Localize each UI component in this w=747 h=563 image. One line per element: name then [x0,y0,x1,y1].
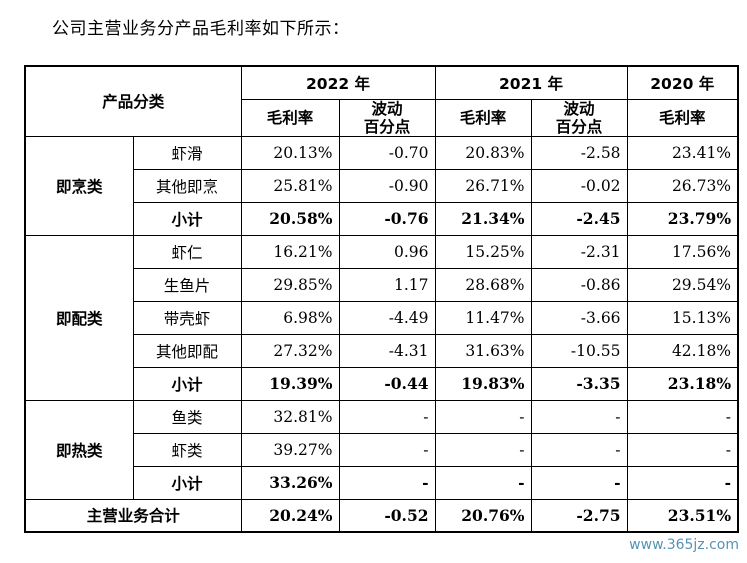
gross-margin-table: 产品分类 2022 年 2021 年 2020 年 毛利率 波动 百分点 毛利率… [24,65,740,533]
subtotal-row: 小计 19.39% -0.44 19.83% -3.35 23.18% [25,366,739,401]
change-2022-cell: 0.96 [338,234,436,269]
gm-2021-cell: 31.63% [434,333,532,368]
category-cell: 即配类 [24,234,134,401]
header-change-2021: 波动 百分点 [530,98,628,137]
change-2021-cell: -2.31 [530,234,628,269]
gm-2020-cell: 29.54% [626,267,739,302]
subtotal-label: 小计 [132,366,242,401]
header-row-metrics: 毛利率 波动 百分点 毛利率 波动 百分点 毛利率 [25,98,739,137]
change-2021-cell: - [530,432,628,467]
gm-2022-cell: 20.24% [240,498,340,533]
gm-2022-cell: 33.26% [240,465,340,500]
gm-2021-cell: 26.71% [434,168,532,203]
gm-2021-cell: 20.83% [434,135,532,170]
change-2021-cell: -2.58 [530,135,628,170]
change-2022-cell: -0.70 [338,135,436,170]
gm-2021-cell: 11.47% [434,300,532,335]
gm-2020-cell: 23.41% [626,135,739,170]
gm-2020-cell: 23.18% [626,366,739,401]
total-label: 主营业务合计 [24,498,242,533]
category-cell: 即烹类 [24,135,134,236]
header-gm-2022: 毛利率 [240,98,340,137]
change-2022-cell: -0.52 [338,498,436,533]
change-2021-cell: -0.02 [530,168,628,203]
subtotal-row: 小计 20.58% -0.76 21.34% -2.45 23.79% [25,201,739,236]
gm-2022-cell: 16.21% [240,234,340,269]
gm-2020-cell: - [626,465,739,500]
product-cell: 其他即烹 [132,168,242,203]
change-2022-cell: 1.17 [338,267,436,302]
gm-2022-cell: 20.13% [240,135,340,170]
watermark: www.365jz.com [629,537,739,553]
product-cell: 虾类 [132,432,242,467]
change-2022-cell: -0.90 [338,168,436,203]
change-2022-cell: -0.44 [338,366,436,401]
change-2021-cell: -3.35 [530,366,628,401]
gm-2020-cell: - [626,432,739,467]
product-cell: 虾仁 [132,234,242,269]
change-2022-cell: - [338,432,436,467]
header-gm-2020: 毛利率 [626,98,739,137]
gm-2022-cell: 27.32% [240,333,340,368]
gm-2021-cell: - [434,399,532,434]
gm-2021-cell: 15.25% [434,234,532,269]
change-2021-cell: -3.66 [530,300,628,335]
change-2022-cell: - [338,465,436,500]
header-category: 产品分类 [24,65,242,137]
gm-2022-cell: 6.98% [240,300,340,335]
header-change-2022: 波动 百分点 [338,98,436,137]
header-gm-2021: 毛利率 [434,98,532,137]
product-cell: 带壳虾 [132,300,242,335]
header-row-years: 产品分类 2022 年 2021 年 2020 年 [24,65,739,137]
table-row: 即热类 鱼类 32.81% - - - - [24,399,739,500]
change-2022-cell: -4.31 [338,333,436,368]
gm-2022-cell: 19.39% [240,366,340,401]
change-2021-cell: -0.86 [530,267,628,302]
gm-2020-cell: 23.51% [626,498,739,533]
change-2022-cell: -0.76 [338,201,436,236]
change-2022-cell: - [338,399,436,434]
table-row: 即配类 虾仁 16.21% 0.96 15.25% -2.31 17.56% [24,234,739,401]
change-2021-cell: - [530,399,628,434]
table-row: 即烹类 虾滑 20.13% -0.70 20.83% -2.58 23.41% [24,135,739,236]
table-row: 其他即烹 25.81% -0.90 26.71% -0.02 26.73% [25,168,739,203]
gm-2022-cell: 29.85% [240,267,340,302]
intro-text: 公司主营业务分产品毛利率如下所示： [52,19,350,39]
subtotal-label: 小计 [132,465,242,500]
change-2021-cell: - [530,465,628,500]
product-cell: 鱼类 [132,399,242,434]
product-cell: 虾滑 [132,135,242,170]
gm-2021-cell: - [434,465,532,500]
gm-2022-cell: 39.27% [240,432,340,467]
gm-2020-cell: 23.79% [626,201,739,236]
change-2021-cell: -2.75 [530,498,628,533]
change-2021-cell: -2.45 [530,201,628,236]
gm-2020-cell: 26.73% [626,168,739,203]
subtotal-label: 小计 [132,201,242,236]
gm-2022-cell: 32.81% [240,399,340,434]
header-year-2020: 2020 年 [626,65,739,100]
change-2022-cell: -4.49 [338,300,436,335]
product-cell: 生鱼片 [132,267,242,302]
gm-2021-cell: 28.68% [434,267,532,302]
total-row: 主营业务合计 20.24% -0.52 20.76% -2.75 23.51% [24,498,739,533]
gm-2022-cell: 25.81% [240,168,340,203]
header-year-2022: 2022 年 [240,65,436,100]
gm-2020-cell: 42.18% [626,333,739,368]
gm-2021-cell: 19.83% [434,366,532,401]
gm-2022-cell: 20.58% [240,201,340,236]
category-cell: 即热类 [24,399,134,500]
table-row: 生鱼片 29.85% 1.17 28.68% -0.86 29.54% [25,267,739,302]
gm-2021-cell: 21.34% [434,201,532,236]
gm-2021-cell: 20.76% [434,498,532,533]
gm-2020-cell: 17.56% [626,234,739,269]
table-row: 虾类 39.27% - - - - [25,432,739,467]
gm-2020-cell: 15.13% [626,300,739,335]
table-row: 其他即配 27.32% -4.31 31.63% -10.55 42.18% [25,333,739,368]
product-cell: 其他即配 [132,333,242,368]
change-2021-cell: -10.55 [530,333,628,368]
gm-2020-cell: - [626,399,739,434]
header-year-2021: 2021 年 [434,65,628,100]
gm-2021-cell: - [434,432,532,467]
